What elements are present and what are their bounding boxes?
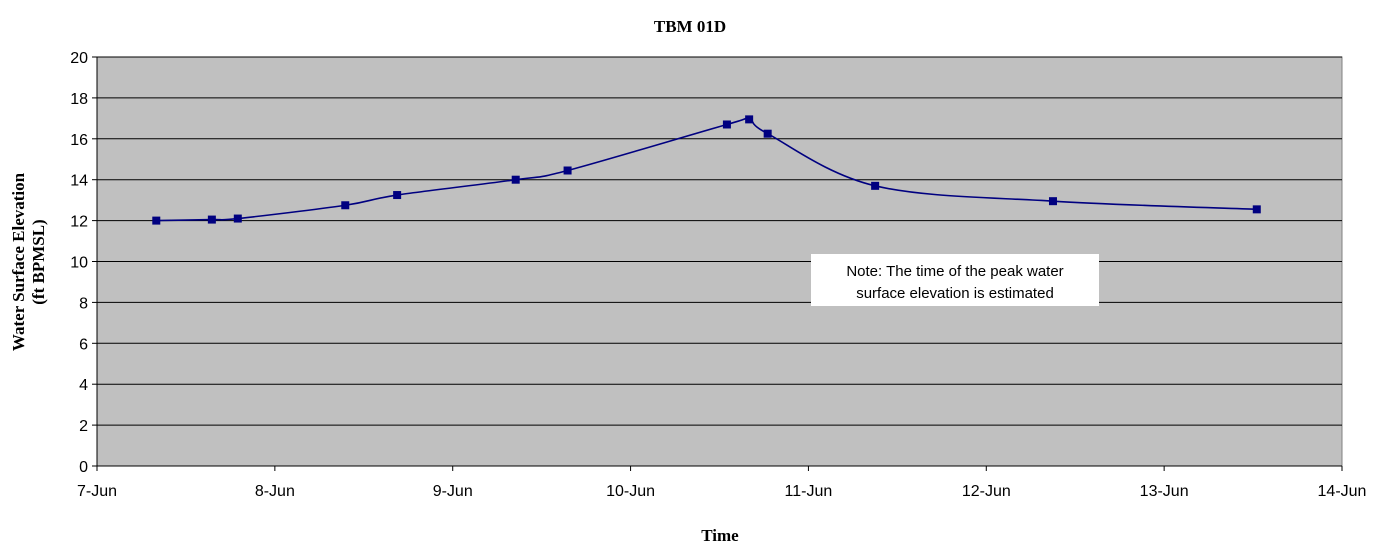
y-tick-label: 0 xyxy=(79,459,88,476)
note-background xyxy=(811,254,1099,306)
y-tick-label: 2 xyxy=(79,418,88,435)
y-tick-label: 4 xyxy=(79,377,88,394)
x-tick-label: 14-Jun xyxy=(1318,483,1367,500)
data-point xyxy=(233,214,242,223)
x-tick-label: 8-Jun xyxy=(255,483,295,500)
gridlines xyxy=(97,56,1342,426)
note-line-2: surface elevation is estimated xyxy=(856,285,1054,302)
data-point xyxy=(563,166,572,175)
data-point xyxy=(511,175,520,184)
y-axis-title-line-1: Water Surface Elevation xyxy=(9,172,28,351)
data-point xyxy=(871,181,880,190)
x-tick-label: 9-Jun xyxy=(433,483,473,500)
note-line-1: Note: The time of the peak water xyxy=(846,263,1063,280)
data-point xyxy=(341,201,350,210)
x-tick-label: 11-Jun xyxy=(785,483,833,500)
y-axis-title: Water Surface Elevation (ft BPMSL) xyxy=(9,172,48,351)
data-point xyxy=(722,120,731,129)
x-axis-title: Time xyxy=(701,526,739,545)
y-tick-label: 12 xyxy=(70,214,88,231)
data-point xyxy=(1252,205,1261,214)
data-point xyxy=(207,215,216,224)
series-markers xyxy=(152,115,1261,225)
x-tick-label: 13-Jun xyxy=(1140,483,1189,500)
y-tick-label: 18 xyxy=(70,91,88,108)
note-annotation: Note: The time of the peak water surface… xyxy=(811,254,1099,306)
data-point xyxy=(763,129,772,138)
x-tick-label: 7-Jun xyxy=(77,483,117,500)
data-point xyxy=(745,115,754,124)
y-tick-label: 20 xyxy=(70,50,88,67)
data-point xyxy=(393,191,402,200)
series-line xyxy=(156,117,1257,222)
chart-title: TBM 01D xyxy=(654,17,726,36)
y-tick-label: 10 xyxy=(70,255,88,272)
x-axis-ticks: 7-Jun 8-Jun 9-Jun 10-Jun 11-Jun 12-Jun 13-Jun 1… xyxy=(77,466,1366,500)
y-axis-title-line-2: (ft BPMSL) xyxy=(29,219,48,304)
y-axis-ticks: 0 2 4 6 8 10 12 14 16 18 20 xyxy=(70,50,97,476)
x-tick-label: 12-Jun xyxy=(962,483,1011,500)
y-tick-label: 6 xyxy=(79,336,88,353)
x-tick-label: 10-Jun xyxy=(606,483,655,500)
y-tick-label: 14 xyxy=(70,173,88,190)
y-tick-label: 16 xyxy=(70,132,88,149)
data-point xyxy=(152,216,161,225)
data-point xyxy=(1048,197,1057,206)
y-tick-label: 8 xyxy=(79,295,88,312)
